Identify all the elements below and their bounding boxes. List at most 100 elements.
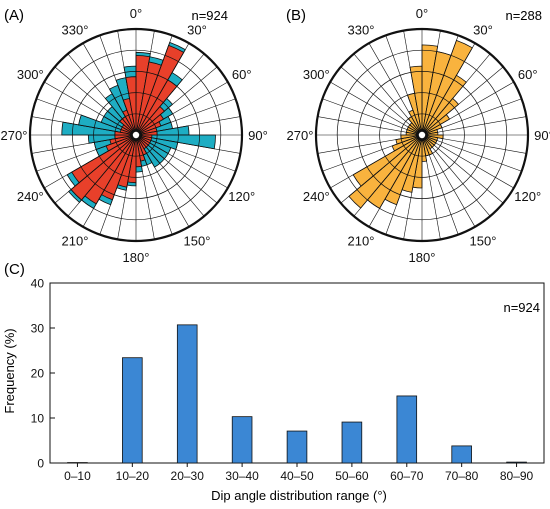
rose-a-radial-line (31, 116, 137, 136)
rose-a-radial-line (135, 134, 173, 235)
panel-label-a: (A) (4, 7, 24, 24)
rose-a-angle-label: 150° (184, 234, 211, 249)
rose-a-radial-line (135, 43, 190, 136)
rose-a-angle-label: 300° (17, 67, 44, 82)
rose-a-angle-label: 180° (123, 250, 150, 265)
rose-a-radial-line (82, 134, 137, 227)
rose-a-angle-label: 90° (248, 128, 268, 143)
rose-a-radial-line (135, 98, 236, 136)
rose-b-angle-label: 240° (303, 189, 330, 204)
bar (286, 430, 308, 464)
bar (506, 461, 527, 464)
rose-b-radial-line (421, 53, 491, 136)
panel-label-c: (C) (4, 261, 25, 278)
rose-a-radial-line (135, 134, 236, 172)
rose-b-angle-label: 150° (470, 234, 497, 249)
rose-a-radial-line (44, 81, 137, 136)
rose-b-radial-line (353, 134, 423, 217)
rose-b-radial-line (385, 35, 423, 136)
bar (122, 357, 143, 464)
y-tick-label: 20 (31, 367, 45, 381)
x-tick-label: 40–50 (280, 469, 314, 483)
rose-a-radial-line (135, 30, 155, 136)
rose-b-angle-label: 330° (348, 22, 375, 37)
rose-a-radial-line (135, 134, 155, 240)
bar-chart-c: 0 10 20 30 40 0–10 10–20 20–30 30–40 40–50 50–60 60… (31, 277, 545, 483)
x-tick-label: 0–10 (64, 469, 91, 483)
rose-b-angle-label: 60° (518, 67, 538, 82)
rose-a-radial-line (135, 134, 190, 227)
count-label-b: n=288 (505, 8, 542, 23)
rose-b-radial-line (368, 43, 423, 136)
x-tick-label: 30–40 (225, 469, 259, 483)
rose-b-radial-line (421, 134, 514, 189)
rose-a-angle-label: 240° (17, 189, 44, 204)
rose-b-angle-label: 120° (514, 189, 541, 204)
x-tick-label: 20–30 (171, 469, 205, 483)
rose-b-angle-label: 30° (473, 22, 493, 37)
rose-b-radial-line (421, 134, 522, 172)
rose-a-radial-line (135, 116, 241, 136)
rose-a-radial-line (31, 134, 137, 154)
rose-b-radial-line (353, 53, 423, 136)
rose-b-radial-line (421, 30, 441, 136)
y-tick-label: 30 (31, 322, 45, 336)
rose-a-radial-line (117, 30, 137, 136)
rose-a-radial-line (54, 66, 137, 136)
panel-label-b: (B) (286, 7, 306, 24)
rose-diagram-a: 0° 30° 60° 90° 120° 150° 180° 210° 240° 270° 300° 3… (1, 6, 268, 265)
rose-b-radial-line (330, 134, 423, 189)
rose-b-radial-line (421, 35, 459, 136)
rose-a-angle-label: 60° (232, 67, 252, 82)
rose-b-radial-line (368, 134, 423, 227)
y-axis-label: Frequency (%) (2, 328, 17, 413)
rose-a-center-hole (132, 131, 140, 139)
rose-b-radial-line (421, 134, 441, 240)
rose-b-radial-line (421, 81, 514, 136)
rose-b-angle-label: 210° (348, 234, 375, 249)
rose-b-radial-line (340, 134, 423, 204)
x-tick-label: 80–90 (500, 469, 534, 483)
rose-b-radial-line (322, 98, 423, 136)
rose-a-radial-line (82, 43, 137, 136)
bar (396, 395, 418, 464)
rose-b-radial-line (421, 116, 527, 136)
count-label-a: n=924 (191, 8, 228, 23)
rose-diagram-b: 0° 30° 60° 90° 120° 150° 180° 210° 240° 270° 300° 3… (287, 6, 550, 265)
rose-b-radial-line (403, 30, 423, 136)
x-tick-label: 50–60 (335, 469, 369, 483)
rose-b-radial-line (421, 43, 476, 136)
bar (231, 416, 253, 464)
rose-b-radial-line (421, 66, 504, 136)
rose-a-radial-line (135, 134, 218, 204)
rose-b-radial-line (403, 134, 423, 240)
rose-a-angle-label: 120° (228, 189, 255, 204)
rose-b-radial-line (340, 66, 423, 136)
rose-a-radial-line (135, 53, 205, 136)
rose-b-radial-line (421, 134, 527, 154)
rose-b-radial-line (421, 134, 504, 204)
rose-a-radial-line (135, 35, 173, 136)
rose-b-radial-line (317, 116, 423, 136)
rose-b-radial-line (421, 134, 491, 217)
rose-a-angle-label: 330° (62, 22, 89, 37)
rose-a-angle-label: 30° (187, 22, 207, 37)
rose-a-radial-line (99, 35, 137, 136)
rose-b-angle-label: 300° (303, 67, 330, 82)
x-tick-label: 60–70 (390, 469, 424, 483)
y-tick-label: 40 (31, 277, 45, 291)
rose-a-radial-line (36, 134, 137, 172)
rose-b-radial-line (322, 134, 423, 172)
rose-b-radial-line (421, 134, 476, 227)
rose-b-radial-line (385, 134, 423, 235)
rose-a-radial-line (36, 98, 137, 136)
rose-b-angle-label: 90° (534, 128, 550, 143)
x-axis-label: Dip angle distribution range (°) (211, 488, 387, 503)
rose-a-radial-line (67, 53, 137, 136)
count-label-c: n=924 (503, 300, 540, 315)
bar (176, 324, 198, 464)
rose-a-radial-line (67, 134, 137, 217)
rose-b-radial-line (421, 134, 459, 235)
rose-a-angle-label: 210° (62, 234, 89, 249)
